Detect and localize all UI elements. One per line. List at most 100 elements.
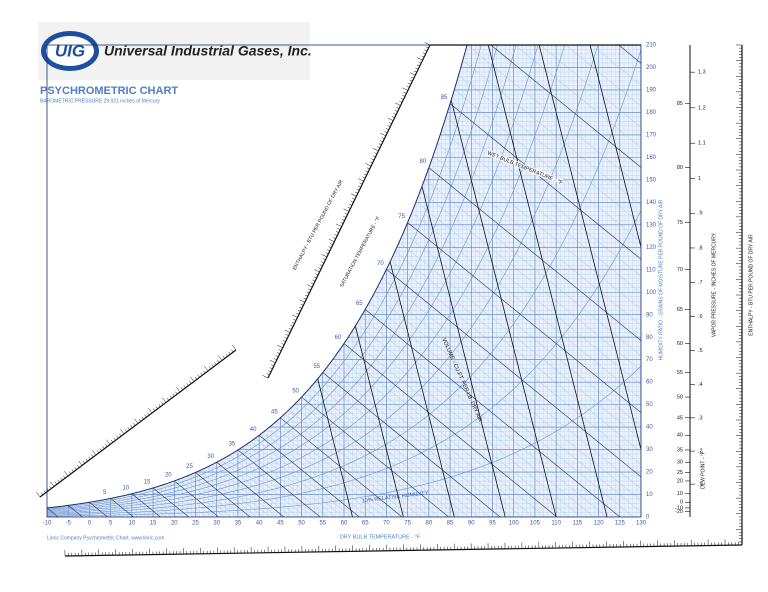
ruler-tick bbox=[105, 444, 108, 447]
ruler-tick bbox=[416, 64, 420, 67]
vapor-tick-label: .8 bbox=[698, 245, 703, 251]
ruler-tick bbox=[341, 219, 345, 221]
wet-bulb-line bbox=[271, 425, 385, 517]
wet-bulb-line bbox=[288, 409, 421, 517]
saturation-tick-label: 25 bbox=[186, 464, 193, 470]
dew-tick-label: 45 bbox=[677, 415, 683, 421]
vapor-tick-label: .2 bbox=[698, 449, 703, 455]
wet-bulb-line bbox=[47, 507, 59, 517]
ruler-tick bbox=[268, 370, 272, 373]
ruler-tick bbox=[310, 282, 314, 285]
x-tick-label: 100 bbox=[509, 521, 520, 527]
ruler-tick bbox=[410, 76, 414, 79]
wet-bulb-line bbox=[148, 489, 184, 517]
wet-bulb-line bbox=[331, 361, 523, 517]
ruler-tick bbox=[393, 113, 397, 115]
wet-bulb-line bbox=[131, 493, 161, 517]
ruler-tick bbox=[134, 418, 139, 424]
ruler-tick bbox=[322, 258, 326, 261]
wet-bulb-line bbox=[208, 466, 271, 517]
logo-text: UIG bbox=[55, 41, 85, 60]
ruler-tick bbox=[232, 345, 237, 351]
wet-bulb-line bbox=[276, 421, 394, 517]
ruler-tick bbox=[402, 87, 409, 91]
ruler-tick bbox=[359, 182, 363, 185]
volume-line bbox=[436, 45, 557, 517]
ruler-tick bbox=[409, 72, 416, 76]
ruler-tick bbox=[141, 416, 144, 420]
vapor-tick-label: 1.2 bbox=[698, 105, 706, 111]
ruler-tick bbox=[357, 185, 361, 188]
ruler-tick bbox=[300, 303, 304, 306]
ruler-tick bbox=[352, 197, 356, 200]
wet-bulb-line bbox=[297, 401, 440, 517]
saturation-curve bbox=[46, 44, 468, 509]
wet-bulb-line bbox=[169, 482, 213, 517]
wet-bulb-line bbox=[335, 355, 534, 517]
wet-bulb-line bbox=[212, 464, 278, 517]
ruler-tick bbox=[343, 216, 347, 218]
wet-bulb-line bbox=[229, 455, 306, 517]
vapor-tick-label: .1 bbox=[698, 482, 703, 488]
rh-curve bbox=[47, 49, 641, 515]
saturation-tick-label: 70 bbox=[377, 261, 384, 267]
ruler-tick bbox=[218, 355, 223, 361]
ruler-tick bbox=[391, 116, 395, 118]
wet-bulb-line bbox=[352, 330, 582, 517]
ruler-tick bbox=[64, 471, 69, 477]
y-tick-label: 50 bbox=[646, 402, 653, 408]
vapor-tick-label: .5 bbox=[698, 348, 703, 354]
wet-bulb-line bbox=[471, 45, 641, 517]
x-tick-label: 60 bbox=[341, 521, 348, 527]
ruler-tick bbox=[88, 456, 91, 460]
enthalpy-label: ENTHALPY - BTU PER POUND OF DRY AIR bbox=[748, 234, 754, 336]
ruler-tick bbox=[387, 117, 394, 121]
ruler-tick bbox=[71, 469, 74, 472]
x-tick-label: 95 bbox=[489, 521, 496, 527]
wet-bulb-line bbox=[250, 441, 344, 517]
ruler-tick bbox=[358, 178, 364, 182]
dew-tick-label: 80 bbox=[677, 165, 683, 171]
ruler-tick bbox=[284, 329, 291, 333]
ruler-tick bbox=[349, 203, 353, 206]
saturation-tick-label: 65 bbox=[356, 301, 363, 307]
ruler-tick bbox=[60, 477, 63, 481]
ruler-tick bbox=[277, 344, 283, 348]
saturation-tick-label: 75 bbox=[398, 214, 405, 220]
wet-bulb-line bbox=[314, 382, 480, 517]
wet-bulb-line bbox=[102, 499, 124, 517]
ruler-tick bbox=[43, 490, 46, 493]
wet-bulb-line bbox=[182, 477, 232, 517]
ruler-tick bbox=[54, 481, 57, 485]
wet-bulb-line bbox=[309, 387, 469, 517]
ruler-tick bbox=[169, 395, 172, 399]
wet-bulb-line bbox=[89, 502, 108, 517]
x-tick-label: 30 bbox=[213, 521, 220, 527]
ruler-tick bbox=[417, 57, 423, 61]
saturation-tick-label: 50 bbox=[292, 389, 299, 395]
ruler-tick bbox=[402, 94, 406, 97]
wet-bulb-line bbox=[85, 502, 103, 517]
ruler-tick bbox=[314, 269, 320, 273]
dew-tick-label: 75 bbox=[677, 220, 683, 226]
ruler-tick bbox=[399, 100, 403, 103]
ruler-tick bbox=[217, 360, 220, 363]
wet-bulb-line bbox=[390, 260, 641, 517]
ruler-tick bbox=[271, 364, 275, 367]
ruler-tick bbox=[284, 337, 288, 339]
ruler-tick bbox=[152, 408, 156, 412]
ruler-tick bbox=[231, 349, 234, 353]
ruler-tick bbox=[372, 148, 379, 152]
enthalpy-left-label: ENTHALPY - BTU PER POUND OF DRY AIR bbox=[292, 179, 345, 272]
ruler-tick bbox=[57, 479, 60, 483]
wet-bulb-line bbox=[318, 377, 490, 517]
ruler-tick bbox=[161, 402, 164, 405]
ruler-tick bbox=[409, 79, 413, 82]
saturation-tick-label: 30 bbox=[207, 454, 214, 460]
y-tick-label: 190 bbox=[646, 88, 657, 94]
x-tick-label: 50 bbox=[298, 521, 305, 527]
x-tick-label: 75 bbox=[404, 521, 411, 527]
wet-bulb-line bbox=[110, 498, 134, 517]
ruler-tick bbox=[307, 288, 311, 291]
ruler-tick bbox=[208, 366, 212, 370]
